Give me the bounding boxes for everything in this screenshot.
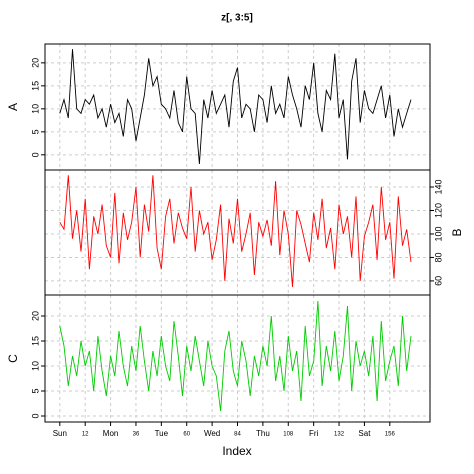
x-tick-label: Tue bbox=[155, 429, 169, 438]
y-tick-label: 140 bbox=[433, 180, 443, 195]
x-tick-label: 12 bbox=[82, 432, 89, 438]
y-tick-label: 100 bbox=[433, 226, 443, 241]
y-tick-label: 20 bbox=[30, 311, 40, 321]
y-tick-label: 80 bbox=[433, 252, 443, 262]
y-tick-label: 0 bbox=[30, 152, 40, 157]
y-tick-label: 5 bbox=[30, 388, 40, 393]
x-axis-label: Index bbox=[222, 444, 251, 458]
y-tick-label: 60 bbox=[433, 276, 443, 286]
y-axis-label: B bbox=[450, 228, 464, 236]
x-tick-label: Thu bbox=[256, 429, 270, 438]
y-tick-label: 15 bbox=[30, 81, 40, 91]
x-tick-label: Sat bbox=[358, 429, 371, 438]
x-tick-label: 132 bbox=[334, 432, 345, 438]
y-tick-label: 120 bbox=[433, 203, 443, 218]
x-tick-label: Wed bbox=[204, 429, 220, 438]
series-line bbox=[59, 300, 412, 412]
series-line bbox=[59, 49, 412, 165]
y-axis-label: C bbox=[6, 354, 20, 363]
series-line bbox=[59, 175, 412, 287]
chart-title: z[, 3:5] bbox=[221, 13, 253, 24]
y-tick-label: 0 bbox=[30, 413, 40, 418]
y-tick-label: 15 bbox=[30, 336, 40, 346]
y-tick-label: 10 bbox=[30, 361, 40, 371]
y-axis-label: A bbox=[6, 103, 20, 111]
y-tick-label: 10 bbox=[30, 104, 40, 114]
x-tick-label: Sun bbox=[53, 429, 67, 438]
x-tick-label: Fri bbox=[309, 429, 319, 438]
y-tick-label: 5 bbox=[30, 129, 40, 134]
x-tick-label: 60 bbox=[183, 432, 190, 438]
x-tick-label: 36 bbox=[133, 432, 140, 438]
x-tick-label: 156 bbox=[385, 432, 396, 438]
x-tick-label: 84 bbox=[234, 432, 241, 438]
y-tick-label: 20 bbox=[30, 58, 40, 68]
x-tick-label: Mon bbox=[103, 429, 119, 438]
x-tick-label: 108 bbox=[283, 432, 294, 438]
